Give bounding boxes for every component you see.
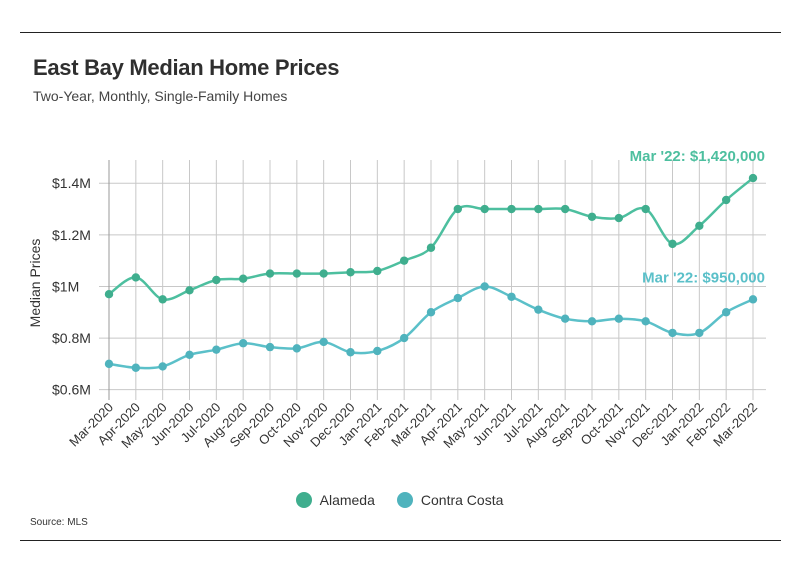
data-point — [668, 328, 677, 338]
data-point — [534, 305, 543, 314]
bottom-rule — [20, 540, 781, 541]
data-point — [373, 266, 382, 276]
data-point — [131, 273, 141, 282]
data-point — [560, 204, 570, 214]
data-point — [373, 346, 382, 356]
data-point — [212, 345, 221, 354]
legend-item-alameda[interactable]: Alameda — [295, 492, 375, 508]
data-point — [480, 204, 489, 214]
data-point — [748, 173, 758, 183]
data-point — [426, 308, 436, 317]
data-point — [614, 213, 624, 223]
legend-label-alameda: Alameda — [319, 492, 375, 508]
data-point — [265, 269, 275, 278]
chart-labels: Mar '22: $1,420,000 Mar '22: $950,000 — [630, 148, 765, 286]
data-point — [668, 239, 677, 249]
y-tick-label: $1M — [52, 278, 79, 294]
data-point — [346, 268, 355, 277]
data-point — [695, 221, 704, 231]
legend-swatch-contra-costa — [396, 492, 413, 508]
chart-subtitle: Two-Year, Monthly, Single-Family Homes — [33, 88, 288, 104]
data-point — [185, 350, 194, 360]
data-point — [748, 295, 758, 304]
data-point — [265, 342, 275, 352]
series-points — [104, 173, 758, 372]
data-point — [319, 269, 328, 278]
data-point — [104, 289, 114, 299]
data-point — [319, 337, 328, 347]
y-tick-label: $1.2M — [52, 227, 91, 243]
data-point — [292, 269, 302, 278]
data-point — [104, 359, 114, 369]
data-point — [292, 344, 302, 353]
data-point — [185, 286, 194, 295]
legend: Alameda Contra Costa — [0, 492, 799, 508]
data-point — [614, 314, 624, 323]
data-point — [560, 314, 570, 323]
chart-title: East Bay Median Home Prices — [33, 55, 340, 80]
data-point — [695, 328, 704, 338]
data-point — [721, 308, 731, 317]
data-point — [399, 333, 409, 343]
annotation-label: Mar '22: $950,000 — [642, 269, 765, 286]
data-point — [480, 282, 489, 291]
data-point — [158, 362, 167, 371]
data-point — [587, 212, 597, 221]
data-point — [238, 274, 248, 283]
data-point — [158, 295, 167, 304]
source-note: Source: MLS — [30, 517, 88, 528]
data-point — [453, 293, 463, 303]
legend-swatch-alameda — [295, 492, 312, 508]
data-point — [131, 363, 141, 372]
data-point — [721, 195, 731, 205]
data-point — [587, 317, 597, 326]
annotation-label: Mar '22: $1,420,000 — [630, 148, 765, 165]
data-point — [507, 292, 516, 301]
y-tick-label: $1.4M — [52, 175, 91, 191]
y-axis-title: Median Prices — [27, 239, 43, 328]
data-point — [641, 317, 650, 326]
data-point — [534, 204, 543, 214]
data-point — [453, 204, 463, 214]
top-rule — [20, 32, 781, 33]
data-point — [238, 339, 248, 348]
data-point — [346, 348, 355, 357]
legend-label-contra-costa: Contra Costa — [420, 492, 504, 508]
y-tick-label: $0.6M — [52, 382, 91, 398]
legend-item-contra-costa[interactable]: Contra Costa — [396, 492, 504, 508]
data-point — [641, 204, 650, 214]
y-tick-label: $0.8M — [52, 330, 91, 346]
data-point — [507, 204, 516, 214]
data-point — [426, 243, 436, 252]
data-point — [212, 275, 221, 285]
data-point — [399, 256, 409, 265]
